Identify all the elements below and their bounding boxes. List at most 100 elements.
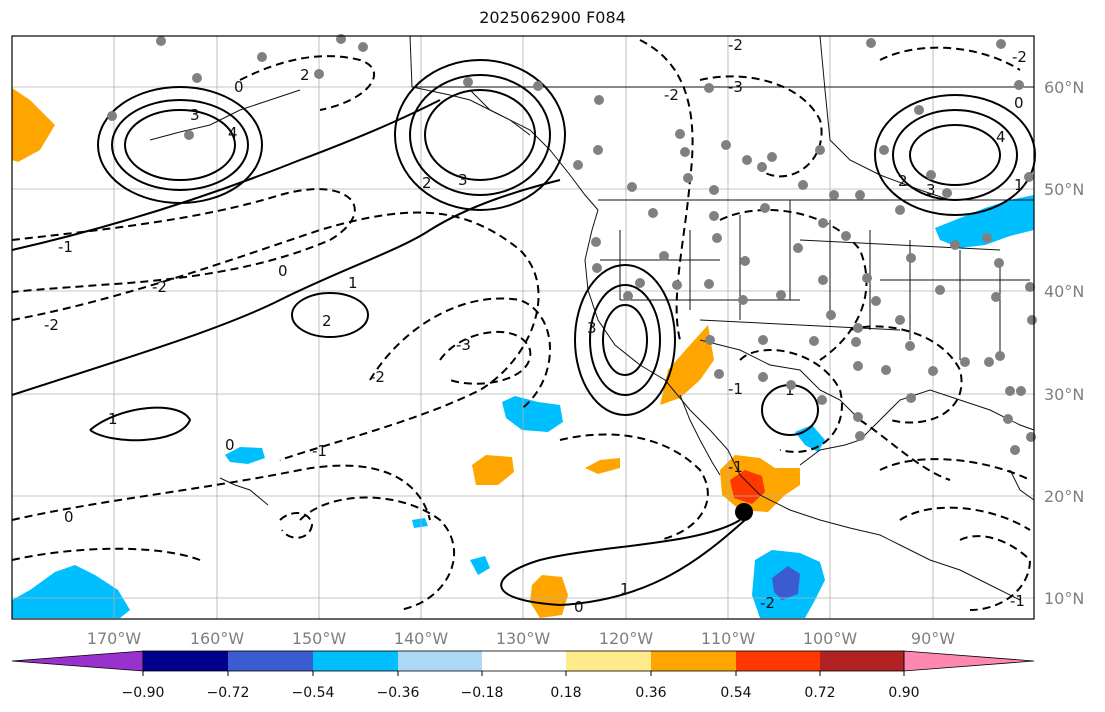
contour-label: 1 [108, 410, 118, 428]
lat-tick-label: 20°N [1044, 487, 1084, 506]
contour-label: 2 [322, 312, 332, 330]
contour-label: 2 [422, 174, 432, 192]
negative-anomaly-area [935, 195, 1034, 248]
lon-tick-label: 130°W [496, 629, 551, 648]
contour-label: 0 [225, 436, 235, 454]
colorbar-segment [820, 651, 904, 671]
negative-anomaly-area [772, 566, 800, 600]
contour-label: 0 [64, 508, 74, 526]
lon-tick-label: 150°W [292, 629, 347, 648]
latitude-axis: 60°N 50°N 40°N 30°N 20°N 10°N [1044, 78, 1084, 608]
negative-contours [11, 39, 1032, 611]
positive-anomaly-area [660, 325, 714, 405]
lat-tick-label: 60°N [1044, 78, 1084, 97]
contour-label: 3 [587, 319, 597, 337]
colorbar-ticks [142, 671, 905, 676]
contour-label: 3 [190, 106, 200, 124]
positive-anomaly-area [472, 455, 514, 485]
colorbar-tick-label: −0.36 [377, 685, 420, 701]
contour-label: 4 [228, 124, 238, 142]
lon-tick-label: 90°W [911, 629, 955, 648]
contour-labels: 3 4 0 2 3 -2 -2 -1 -2 -3 1 2 3 0 1 1 0 -… [44, 36, 1027, 616]
lon-tick-label: 110°W [701, 629, 756, 648]
colorbar: −0.90 −0.72 −0.54 −0.36 −0.18 0.18 0.36 … [11, 650, 1035, 701]
contour-label: 1 [785, 381, 795, 399]
colorbar-segment [651, 651, 736, 671]
contour-label: -2 [152, 278, 167, 296]
negative-anomaly-area [502, 396, 563, 432]
positive-anomaly-area [585, 458, 620, 474]
colorbar-tick-label: 0.90 [888, 685, 919, 701]
lon-tick-label: 160°W [190, 629, 245, 648]
contour-label: 2 [300, 66, 310, 84]
colorbar-tick-label: −0.54 [292, 685, 335, 701]
contour-label: -1 [58, 238, 73, 256]
contour-label: 4 [996, 128, 1006, 146]
positive-contours [11, 59, 1036, 607]
contour-label: 1 [620, 580, 630, 598]
contour-label: -3 [728, 78, 743, 96]
contour-label: -3 [456, 336, 471, 354]
shaded-anomalies [12, 88, 1034, 618]
contour-label: 0 [234, 78, 244, 96]
gridlines [12, 36, 1034, 619]
negative-anomaly-area [225, 447, 265, 464]
contour-label: -1 [1010, 592, 1025, 610]
lat-tick-label: 30°N [1044, 385, 1084, 404]
colorbar-segment [736, 651, 820, 671]
lon-tick-label: 100°W [803, 629, 858, 648]
longitude-axis: 170°W 160°W 150°W 140°W 130°W 120°W 110°… [87, 629, 955, 648]
contour-label: -2 [44, 316, 59, 334]
contour-label: -1 [728, 458, 743, 476]
colorbar-tick-label: 0.54 [720, 685, 751, 701]
negative-anomaly-area [12, 565, 130, 618]
colorbar-segment [482, 651, 566, 671]
colorbar-segment [11, 650, 144, 672]
plot-title: 2025062900 F084 [479, 8, 626, 27]
contour-label: 1 [1014, 176, 1024, 194]
lon-tick-label: 140°W [394, 629, 449, 648]
colorbar-tick-label: −0.90 [122, 685, 165, 701]
positive-anomaly-area [12, 88, 55, 162]
contour-label: -2 [664, 86, 679, 104]
colorbar-tick-label: 0.36 [635, 685, 666, 701]
negative-anomaly-area [795, 425, 825, 452]
contour-label: -2 [1012, 48, 1027, 66]
lat-tick-label: 50°N [1044, 180, 1084, 199]
contour-label: 3 [458, 171, 468, 189]
colorbar-tick-label: −0.72 [207, 685, 250, 701]
contour-label: -2 [728, 36, 743, 54]
contour-label: 0 [278, 262, 288, 280]
colorbar-segment [398, 651, 482, 671]
contour-label: 0 [574, 598, 584, 616]
colorbar-segment [228, 651, 313, 671]
colorbar-segment [903, 650, 1035, 672]
colorbar-segment [566, 651, 651, 671]
contour-label: 1 [348, 274, 358, 292]
contour-label: -1 [728, 380, 743, 398]
negative-anomaly-area [412, 518, 428, 528]
contour-label: -2 [760, 594, 775, 612]
colorbar-segment [313, 651, 398, 671]
colorbar-tick-label: −0.18 [461, 685, 504, 701]
positive-anomaly-area [530, 575, 568, 618]
contour-label: 3 [926, 181, 936, 199]
contour-label: 0 [1014, 94, 1024, 112]
contour-label: -1 [312, 442, 327, 460]
map-frame [11, 35, 1035, 620]
lat-tick-label: 40°N [1044, 282, 1084, 301]
location-marker [735, 503, 753, 521]
positive-anomaly-area [730, 470, 765, 504]
negative-anomaly-area [470, 556, 490, 575]
contour-label: -2 [370, 368, 385, 386]
colorbar-tick-label: 0.72 [804, 685, 835, 701]
station-markers [107, 34, 1037, 455]
lon-tick-label: 120°W [599, 629, 654, 648]
colorbar-frame [142, 650, 905, 672]
contour-label: 2 [898, 172, 908, 190]
colorbar-segment [143, 651, 228, 671]
colorbar-tick-label: 0.18 [550, 685, 581, 701]
lat-tick-label: 10°N [1044, 589, 1084, 608]
lon-tick-label: 170°W [87, 629, 142, 648]
